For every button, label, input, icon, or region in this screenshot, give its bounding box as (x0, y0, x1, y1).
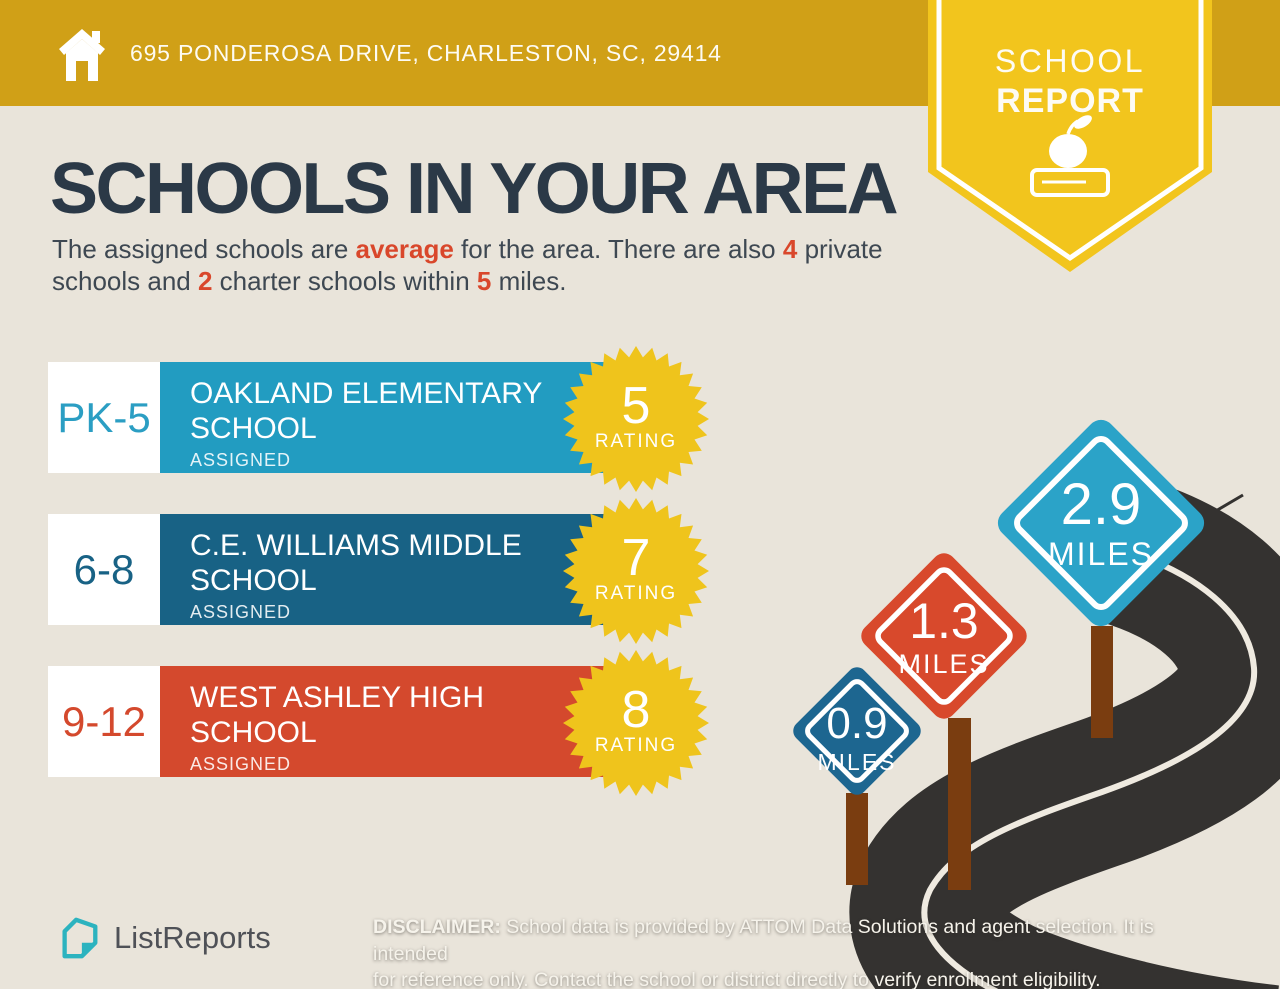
intro-text: The assigned schools are average for the… (52, 234, 883, 296)
school-report-badge: SCHOOL REPORT (928, 0, 1212, 272)
distance-unit: MILES (898, 649, 989, 679)
listreports-house-icon (62, 917, 98, 959)
grade-range-label: 6-8 (48, 514, 160, 625)
disclaimer-line1: School data is provided by ATTOM Data So… (373, 916, 1154, 965)
distance-unit: MILES (1048, 536, 1154, 572)
rating-burst: 8 RATING (563, 650, 709, 796)
rating-burst: 5 RATING (563, 346, 709, 492)
school-bar: OAKLAND ELEMENTARY SCHOOL ASSIGNED (160, 362, 641, 473)
school-row-elementary: PK-5 OAKLAND ELEMENTARY SCHOOL ASSIGNED … (48, 346, 709, 492)
road-center-line (921, 547, 1258, 989)
sign-post-small (846, 793, 868, 885)
distance-unit: MILES (817, 749, 896, 775)
school-name: C.E. WILLIAMS MIDDLE SCHOOL (190, 529, 522, 597)
grade-range-label: 9-12 (48, 666, 160, 777)
rating-label: RATING (595, 735, 677, 756)
school-name: WEST ASHLEY HIGH SCHOOL (190, 681, 484, 749)
property-address: 695 PONDEROSA DRIVE, CHARLESTON, SC, 294… (130, 39, 722, 66)
listreports-logo: ListReports (56, 914, 271, 962)
rating-label: RATING (595, 431, 677, 452)
rating-label: RATING (595, 583, 677, 604)
page-title: SCHOOLS IN YOUR AREA (50, 149, 899, 229)
distance-value: 1.3 (909, 593, 979, 649)
grade-range-label: PK-5 (48, 362, 160, 473)
disclaimer-text: DISCLAIMER: School data is provided by A… (373, 914, 1233, 989)
rating-burst: 7 RATING (563, 498, 709, 644)
sign-post-large (1091, 626, 1113, 738)
apple-book-icon (1030, 115, 1110, 197)
assigned-label: ASSIGNED (190, 754, 292, 774)
sign-post-medium (948, 718, 971, 890)
brand-name: ListReports (114, 920, 271, 955)
school-row-high: 9-12 WEST ASHLEY HIGH SCHOOL ASSIGNED 8 … (48, 650, 709, 796)
assigned-label: ASSIGNED (190, 450, 292, 470)
badge-line1: SCHOOL (995, 43, 1145, 79)
distance-value: 2.9 (1061, 472, 1142, 537)
rating-value: 7 (622, 529, 651, 587)
distance-sign-0-9-miles: 0.9 MILES (793, 667, 921, 795)
disclaimer-label: DISCLAIMER: (373, 916, 501, 938)
distance-sign-1-3-miles: 1.3 MILES (861, 553, 1027, 719)
school-name: OAKLAND ELEMENTARY SCHOOL (190, 377, 542, 445)
school-row-middle: 6-8 C.E. WILLIAMS MIDDLE SCHOOL ASSIGNED… (48, 498, 709, 644)
distance-sign-2-9-miles: 2.9 MILES (997, 419, 1205, 627)
rating-value: 8 (622, 681, 651, 739)
badge-line2: REPORT (996, 82, 1144, 120)
school-bar: C.E. WILLIAMS MIDDLE SCHOOL ASSIGNED (160, 514, 641, 625)
home-icon (59, 29, 105, 81)
assigned-label: ASSIGNED (190, 602, 292, 622)
school-bar: WEST ASHLEY HIGH SCHOOL ASSIGNED (160, 666, 641, 777)
distance-value: 0.9 (826, 699, 887, 748)
rating-value: 5 (622, 377, 651, 435)
disclaimer-line2: for reference only. Contact the school o… (373, 969, 1101, 989)
